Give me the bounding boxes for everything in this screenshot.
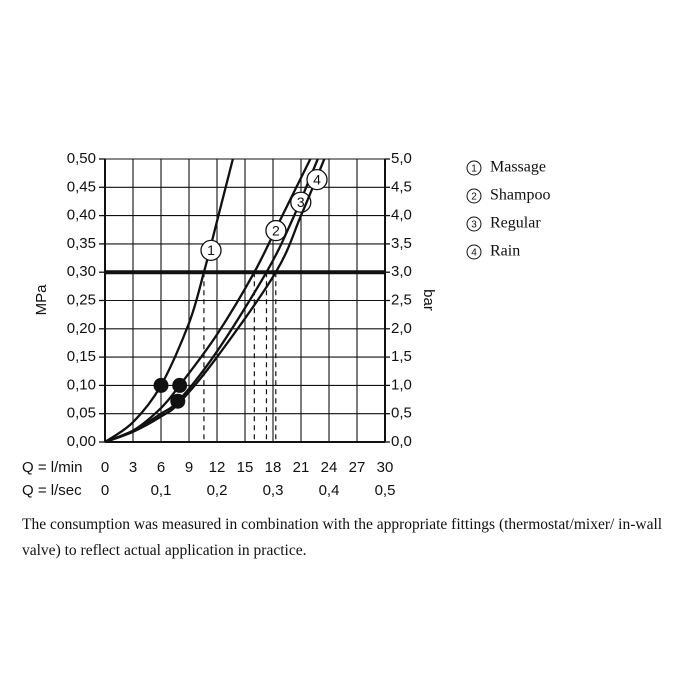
curve-label-circle [200,239,222,262]
x2-tick-label: 0,4 [319,482,340,499]
legend-entry: Shampoo [490,187,550,204]
y2-tick-label: 3,5 [391,235,412,252]
x-axis-label: Q = l/min [22,459,82,476]
x2-tick-label: 0 [101,482,109,499]
y2-tick-label: 5,0 [391,150,412,167]
x-tick-label: 30 [377,459,394,476]
legend-entry: Regular [490,215,541,232]
curve [104,158,234,443]
y2-tick-label: 2,5 [391,291,412,308]
legend-symbol [466,160,482,176]
x2-tick-label: 0,5 [375,482,396,499]
y2-tick-label: 1,5 [391,348,412,365]
legend-symbol-label: 4 [471,248,477,259]
x-tick-label: 3 [129,459,137,476]
curve [104,158,326,444]
x2-tick-label: 0,1 [151,482,172,499]
marker-dot [172,377,188,393]
y2-tick-label: 1,0 [391,376,412,393]
x-tick-label: 18 [265,459,282,476]
legend-symbol-label: 3 [471,220,477,231]
curve-label: 3 [297,194,305,210]
y2-tick-label: 0,0 [391,433,412,450]
x2-tick-label: 0,3 [263,482,284,499]
legend-symbol [466,188,482,204]
marker-dot [153,377,169,393]
curve-label-circle [306,168,328,191]
y-tick-label: 0,25 [67,291,96,308]
y2-tick-label: 4,5 [391,178,412,195]
y-tick-label: 0,10 [67,376,96,393]
y-tick-label: 0,05 [67,405,96,422]
legend-symbol-label: 2 [471,192,477,203]
y-tick-label: 0,40 [67,207,96,224]
x-tick-label: 27 [349,459,366,476]
y-tick-label: 0,35 [67,235,96,252]
footnote: The consumption was measured in combinat… [22,516,663,559]
y2-tick-label: 2,0 [391,320,412,337]
y2-tick-label: 3,0 [391,263,412,280]
y-tick-label: 0,00 [67,433,96,450]
y2-tick-label: 0,5 [391,405,412,422]
legend-symbol [466,216,482,232]
y-tick-label: 0,50 [67,150,96,167]
y-tick-label: 0,45 [67,178,96,195]
marker-dot [170,393,186,409]
curve-label: 2 [272,222,280,238]
x-tick-label: 9 [185,459,193,476]
curve-label: 4 [313,171,321,187]
legend-symbol-label: 1 [471,164,477,175]
y-tick-label: 0,15 [67,348,96,365]
curve-label: 1 [207,242,215,258]
x-tick-label: 12 [209,459,226,476]
x2-tick-label: 0,2 [207,482,228,499]
curve [104,158,319,444]
x-tick-label: 15 [237,459,254,476]
x2-axis-label: Q = l/sec [22,482,82,499]
y-tick-label: 0,30 [67,263,96,280]
legend-symbol [466,244,482,260]
y-axis-label: MPa [33,284,50,316]
x-tick-label: 6 [157,459,165,476]
x-tick-label: 21 [293,459,310,476]
curve-label-circle [290,191,312,213]
y2-tick-label: 4,0 [391,207,412,224]
legend-entry: Massage [490,159,546,176]
y2-axis-label: bar [420,289,437,311]
legend-entry: Rain [490,243,520,260]
x-tick-label: 24 [321,459,338,476]
y-tick-label: 0,20 [67,320,96,337]
curve-label-circle [265,219,287,242]
x-tick-label: 0 [101,459,109,476]
